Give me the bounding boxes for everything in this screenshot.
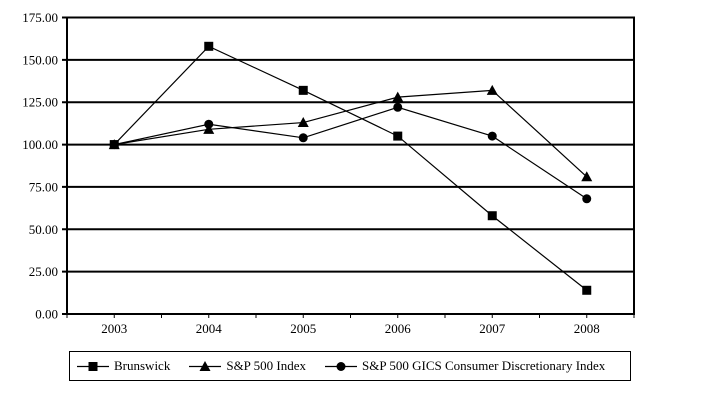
data-point-marker-square: [88, 361, 98, 371]
y-axis-label: 75.00: [29, 179, 58, 194]
legend-label: S&P 500 Index: [226, 358, 307, 373]
x-axis-label: 2006: [385, 321, 412, 336]
data-point-marker-triangle: [203, 123, 215, 134]
data-point-marker-triangle: [199, 360, 211, 371]
y-axis-label: 100.00: [22, 137, 58, 152]
chart-legend: Brunswick S&P 500 Index S&P 500 GICS Consu…: [69, 351, 631, 381]
legend-triangle-marker-icon: [189, 360, 222, 371]
data-point-marker-square: [204, 41, 214, 51]
y-axis-label: 125.00: [22, 95, 58, 110]
data-point-marker-square: [393, 131, 403, 141]
series-line-s-p-500-gics-consumer-discretionary-index: [114, 106, 588, 200]
data-point-marker-square: [582, 285, 592, 295]
legend-item-s-p-500-gics-consumer-discretionary-index: S&P 500 GICS Consumer Discretionary Inde…: [325, 358, 605, 374]
legend-item-brunswick: Brunswick: [77, 358, 170, 374]
data-point-marker-circle: [336, 361, 346, 371]
y-axis-label: 150.00: [22, 52, 58, 67]
data-point-marker-square: [109, 140, 119, 150]
legend-square-marker-icon: [77, 361, 109, 371]
legend-label: Brunswick: [114, 358, 171, 373]
x-axis-label: 2007: [479, 321, 506, 336]
x-axis-label: 2008: [574, 321, 600, 336]
data-point-marker-triangle: [297, 117, 309, 128]
series-line-s-p-500-index: [114, 89, 588, 178]
data-point-marker-triangle: [392, 91, 404, 102]
legend-label: S&P 500 GICS Consumer Discretionary Inde…: [362, 358, 606, 373]
data-point-marker-triangle: [486, 84, 498, 95]
data-point-marker-square: [298, 85, 308, 95]
data-point-marker-circle: [393, 102, 403, 112]
legend-item-s-p-500-index: S&P 500 Index: [189, 358, 306, 374]
data-point-marker-square: [487, 211, 497, 221]
data-point-marker-circle: [582, 194, 592, 204]
series-line-brunswick: [113, 45, 588, 291]
y-axis-label: 0.00: [35, 307, 58, 322]
data-point-marker-circle: [487, 131, 497, 141]
y-axis-label: 175.00: [22, 10, 58, 25]
y-axis-label: 50.00: [29, 222, 58, 237]
x-axis-label: 2003: [101, 321, 127, 336]
data-point-marker-circle: [298, 133, 308, 143]
legend-circle-marker-icon: [325, 361, 358, 371]
x-axis-label: 2004: [196, 321, 223, 336]
y-axis-label: 25.00: [29, 264, 58, 279]
x-axis-label: 2005: [290, 321, 316, 336]
line-chart-canvas: 0.00 25.00 50.00 75.00 100.00 125.00 150.00 175…: [22, 10, 635, 336]
data-point-marker-triangle: [581, 171, 593, 182]
